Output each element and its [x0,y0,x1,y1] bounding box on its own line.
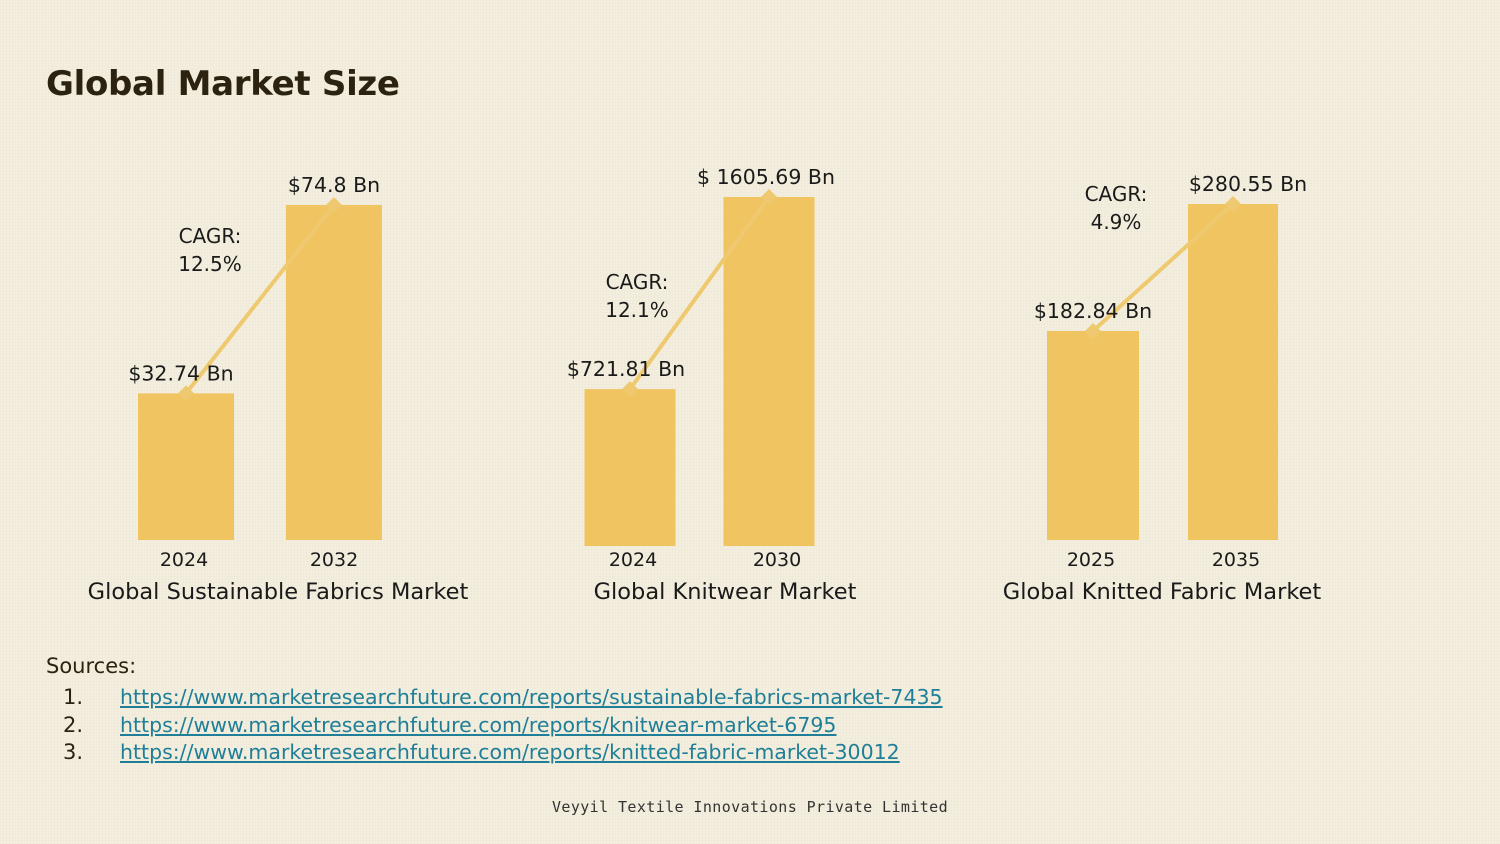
x-tick-label: 2024 [160,549,208,571]
source-number: 1. [63,685,84,709]
source-link-knitted-fabric[interactable]: https://www.marketresearchfuture.com/rep… [120,740,900,764]
cagr-value: 12.1% [605,298,669,322]
source-link-sustainable-fabrics[interactable]: https://www.marketresearchfuture.com/rep… [120,685,943,709]
source-link-knitwear[interactable]: https://www.marketresearchfuture.com/rep… [120,712,837,737]
chart-title: Global Knitwear Market [594,579,857,605]
cagr-label: CAGR: [1085,182,1148,206]
trend-marker [178,385,194,402]
trend-marker [1225,196,1241,212]
trend-marker [622,381,638,398]
trend-marker [326,197,342,213]
source-number: 2. [63,712,84,737]
x-tick-label: 2030 [753,549,801,571]
x-tick-label: 2032 [310,549,358,571]
page-title: Global Market Size [46,64,400,104]
value-label: $ 1605.69 Bn [697,165,835,189]
value-label: $280.55 Bn [1189,172,1307,196]
trend-marker [761,189,777,205]
bar-2024 [584,389,676,546]
cagr-label: CAGR: [179,224,242,248]
value-label: $74.8 Bn [288,173,380,197]
sources-section: Sources: 1. https://www.marketresearchfu… [46,652,1046,767]
cagr-trend-line [184,203,336,396]
footer-company-name: Veyyil Textile Innovations Private Limit… [551,798,949,816]
x-tick-label: 2035 [1212,549,1260,571]
cagr-trend-line [628,195,771,392]
trend-marker [1085,323,1101,339]
value-label: $721.81 Bn [567,357,685,381]
chart-title: Global Knitted Fabric Market [1003,579,1322,605]
bar-2035 [1188,204,1278,540]
source-item: 3. https://www.marketresearchfuture.com/… [46,739,1046,767]
cagr-value: 4.9% [1091,210,1142,234]
bar-2030 [723,197,815,546]
cagr-value: 12.5% [178,252,242,276]
value-label: $182.84 Bn [1034,299,1152,323]
chart-title: Global Sustainable Fabrics Market [88,579,469,605]
x-tick-label: 2024 [609,549,657,571]
sources-heading: Sources: [46,654,137,678]
source-item: 1. https://www.marketresearchfuture.com/… [46,684,1046,712]
cagr-label: CAGR: [606,270,669,294]
bar-2032 [286,205,382,540]
cagr-trend-line [1091,202,1235,333]
x-tick-label: 2025 [1067,549,1115,571]
source-item: 2. https://www.marketresearchfuture.com/… [46,712,1046,740]
bar-2024 [138,393,234,540]
bar-2025 [1047,331,1139,540]
source-number: 3. [63,740,84,764]
value-label: $32.74 Bn [128,361,233,385]
